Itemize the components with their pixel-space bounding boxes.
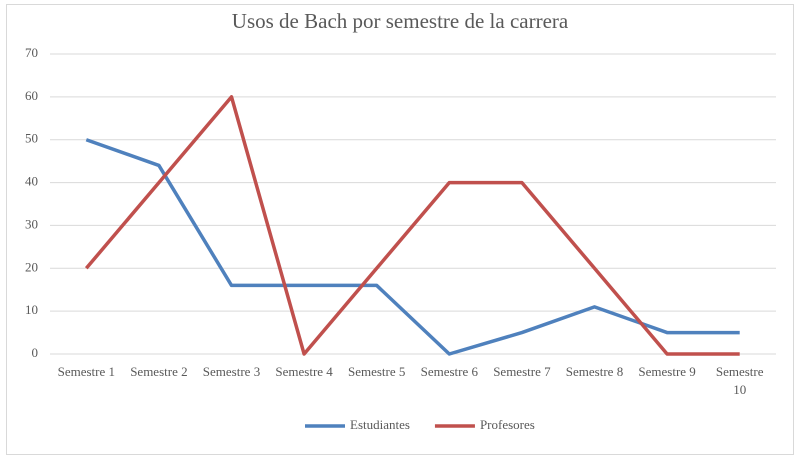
legend-label: Profesores [480,417,535,432]
y-tick-label: 40 [25,174,38,189]
x-tick-label: Semestre 9 [638,364,696,379]
y-tick-label: 0 [32,345,39,360]
x-tick-label: Semestre 1 [57,364,115,379]
x-tick-label: Semestre 10 [715,364,764,397]
chart-title: Usos de Bach por semestre de la carrera [232,9,569,33]
y-tick-label: 50 [25,131,38,146]
series-line [84,95,740,356]
y-tick-label: 20 [25,259,38,274]
legend-label: Estudiantes [350,417,410,432]
y-tick-label: 70 [25,45,38,60]
x-tick-label: Semestre 8 [565,364,624,379]
x-tick-label: Semestre 6 [420,364,478,379]
x-tick-label: Semestre 4 [275,364,333,379]
y-tick-label: 60 [25,88,38,103]
y-tick-label: 30 [25,216,38,231]
x-tick-label: Semestre 3 [202,364,261,379]
chart-frame [6,4,794,455]
x-tick-label: Semestre 5 [347,364,406,379]
series-line [85,138,740,356]
x-tick-label: Semestre 2 [130,364,188,379]
y-tick-label: 10 [25,302,38,317]
x-tick-label: Semestre 7 [493,364,551,379]
